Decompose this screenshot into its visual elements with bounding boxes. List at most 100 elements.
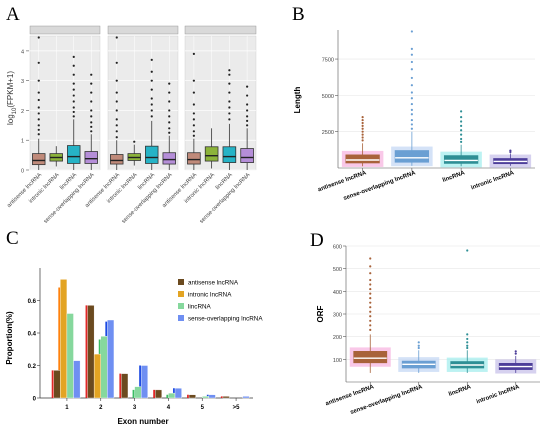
panel-c-bar-2-3 xyxy=(140,365,148,399)
panel-a-box-1-3-outlier-6 xyxy=(168,91,171,94)
panel-a-box-0-0-outlier-6 xyxy=(37,98,40,102)
panel-d-box-0-outlier-11 xyxy=(369,278,372,282)
panel-a-box-2-0-outlier-1 xyxy=(192,130,195,133)
panel-letter-c: C xyxy=(6,228,19,249)
panel-a-box-2-2-outlier-1 xyxy=(228,112,231,115)
panel-c-bar-4-2 xyxy=(202,396,210,399)
panel-a-box-0-2-outlier-1 xyxy=(72,110,75,114)
panel-b-box-1-outlier-7 xyxy=(410,91,413,94)
panel-a-box-1-2-box xyxy=(145,145,159,164)
panel-a-box-0-2-outlier-4 xyxy=(72,94,75,97)
panel-a-box-2-2-outlier-3 xyxy=(228,100,231,103)
panel-a-box-2-3-outlier-0 xyxy=(246,124,249,127)
panel-a-box-2-1-box xyxy=(204,146,219,162)
panel-b-box-1-outlier-9 xyxy=(410,76,413,80)
panel-a-box-1-3-outlier-1 xyxy=(168,127,171,130)
panel-a-box-1-2-outlier-7 xyxy=(150,58,153,61)
panel-c-y-tick-label-2: 0.4 xyxy=(28,332,37,338)
panel-a-facet-header-0 xyxy=(29,25,101,35)
panel-a-box-0-2-outlier-9 xyxy=(72,55,75,58)
panel-b-box-2-outlier-7 xyxy=(460,110,463,113)
panel-c-bar-5-0 xyxy=(222,396,230,399)
panel-b-x-tick-label-3: intronic lncRNA xyxy=(470,170,515,191)
panel-d-y-axis-label: ORF xyxy=(316,305,325,322)
panel-c-bar-1-1 xyxy=(93,353,101,399)
panel-a-box-0-3-outlier-8 xyxy=(90,73,93,76)
panel-d-box-0-outlier-12 xyxy=(369,272,372,275)
panel-b-box-1-outlier-0 xyxy=(410,127,413,130)
panel-a-box-2-0-outlier-3 xyxy=(192,118,195,121)
panel-c-legend-swatch-2 xyxy=(178,303,184,309)
panel-a-box-1-2-outlier-3 xyxy=(150,97,153,100)
panel-b-box-1-outlier-6 xyxy=(410,97,413,100)
panel-c-bar-3-3 xyxy=(174,388,182,399)
panel-b-box-1-outlier-8 xyxy=(410,84,413,87)
panel-c-x-tick-label-1: 2 xyxy=(99,405,103,411)
panel-c-legend-swatch-3 xyxy=(178,315,184,321)
panel-a-box-2-0-box xyxy=(187,152,201,165)
panel-a-box-2-0-outlier-6 xyxy=(192,91,195,94)
panel-a-box-0-2-box xyxy=(67,145,81,164)
panel-d-box-0-outlier-9 xyxy=(369,287,372,291)
panel-a-box-2-3-outlier-6 xyxy=(246,85,249,88)
panel-a-box-2-3-outlier-2 xyxy=(246,115,249,118)
panel-b-box-2-outlier-2 xyxy=(460,133,463,136)
panel-a-box-0-0-outlier-5 xyxy=(37,106,40,109)
panel-a-y-tick-label-4: 4 xyxy=(21,49,24,55)
panel-a-box-1-2-outlier-0 xyxy=(150,115,153,118)
panel-b-box-1-box xyxy=(394,150,430,163)
panel-a-y-axis-label: log10(FPKM+1) xyxy=(6,71,18,125)
panel-d-y-tick-label-0: 100 xyxy=(333,358,342,364)
panel-c-bar-0-0 xyxy=(53,370,61,399)
panel-d-box-2-outlier-0 xyxy=(466,346,469,350)
panel-a-box-2-2-outlier-7 xyxy=(228,69,231,72)
panel-d-x-tick-label-2: lincRNA xyxy=(448,384,473,398)
panel-c-legend-label-3: sense-overlapping lncRNA xyxy=(188,316,263,323)
panel-c-bar-5-3 xyxy=(242,396,250,399)
panel-c-bar-2-0 xyxy=(121,373,129,399)
panel-b-box-0-outlier-4 xyxy=(361,127,364,130)
panel-a-box-0-0-outlier-10 xyxy=(37,36,40,39)
panel-b-box-2-outlier-3 xyxy=(460,129,463,132)
panel-a-box-1-1-outlier-0 xyxy=(133,140,136,143)
panel-a-y-axis-label-main: log xyxy=(6,114,15,125)
panel-c-bar-0-3 xyxy=(73,360,81,399)
panel-d-box-0-box xyxy=(353,350,388,364)
panel-b-box-0-outlier-7 xyxy=(361,118,364,122)
panel-a-box-0-3-outlier-3 xyxy=(90,115,93,118)
panel-d-box-0-outlier-2 xyxy=(369,319,372,322)
panel-a-y-axis-label-subscript: 10 xyxy=(12,107,18,114)
panel-a-box-0-3-outlier-2 xyxy=(90,121,93,124)
panel-b-y-tick-label-1: 5000 xyxy=(322,94,334,100)
panel-a-box-1-3-box xyxy=(162,152,176,165)
panel-a-box-1-2-outlier-1 xyxy=(150,109,153,112)
panel-c-bar-1-2 xyxy=(100,336,108,399)
panel-c-bar-4-3 xyxy=(208,394,216,399)
panel-c-y-axis-label: Proportion(%) xyxy=(5,311,14,365)
panel-a-box-0-0-outlier-7 xyxy=(37,91,40,94)
panel-d-box-1-outlier-2 xyxy=(417,341,420,344)
panel-a-y-axis-label-rest: (FPKM+1) xyxy=(6,71,15,108)
panel-a-box-1-2-outlier-4 xyxy=(150,88,153,91)
panel-a-box-2-3-outlier-5 xyxy=(246,94,249,97)
panel-a-facet-area-0 xyxy=(29,35,101,171)
panel-letter-a: A xyxy=(6,4,20,25)
panel-letter-d: D xyxy=(310,230,324,251)
panel-a-box-1-0-outlier-2 xyxy=(115,124,118,127)
panel-a-box-0-0-outlier-2 xyxy=(37,124,40,127)
panel-b-box-1-outlier-5 xyxy=(410,102,413,106)
panel-c-bar-1-3 xyxy=(107,319,115,399)
panel-a-box-0-3-outlier-6 xyxy=(90,91,93,94)
panel-a-box-2-2-outlier-2 xyxy=(228,106,231,109)
panel-a-box-0-2-outlier-6 xyxy=(72,82,75,85)
panel-c-bar-4-0 xyxy=(188,394,196,399)
panel-b-box-3-outlier-1 xyxy=(509,149,512,152)
panel-a-box-1-0-outlier-9 xyxy=(115,36,118,39)
panel-a-box-1-0-outlier-3 xyxy=(115,118,118,121)
panel-a-box-2-3-outlier-1 xyxy=(246,119,249,122)
panel-a-box-1-0-outlier-4 xyxy=(115,109,118,112)
panel-b-y-tick-label-2: 7500 xyxy=(322,58,334,64)
